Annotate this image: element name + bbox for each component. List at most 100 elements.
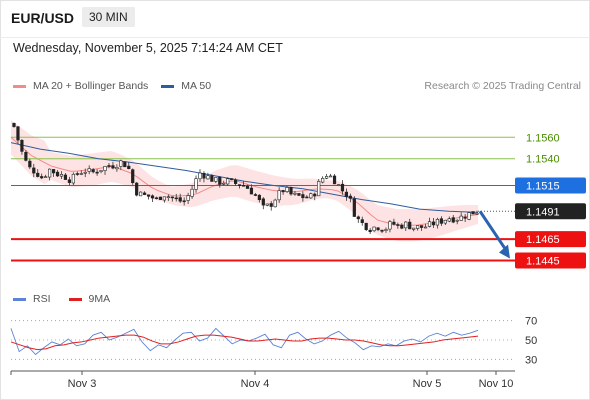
candle-body [419,225,424,228]
candle-body [127,165,131,169]
candle-body [467,212,471,220]
candle-body [162,196,166,201]
candle-body [427,221,432,227]
level-label-box-1.1491 [515,203,586,220]
ma50-line [10,142,479,213]
rsi-tick-50: 50 [525,335,537,347]
candle-body [103,166,107,171]
candle-body [317,181,321,197]
candle-body [234,179,238,184]
candle-body [400,224,404,229]
ma50-swatch [161,84,175,88]
candle-body [218,176,222,185]
candle-body [123,161,127,168]
candle-body [20,139,24,152]
level-label-1.1560: 1.1560 [526,132,560,144]
candle-body [265,203,269,206]
research-credit: Research © 2025 Trading Central [424,80,581,92]
candle-body [412,227,416,230]
candle-body [83,171,87,174]
candle-body [249,187,254,195]
candle-body [158,196,163,200]
candle-body [115,167,119,170]
candle-body [301,194,305,199]
candle-body [214,177,218,182]
candle-body [36,172,40,177]
candle-body [380,229,384,232]
candle-body [87,168,91,172]
candle-body [285,187,289,192]
candle-body [245,186,250,189]
forecast-arrow-head [499,244,510,259]
candle-body [471,211,475,215]
candle-body [174,197,178,200]
candle-body [230,178,234,180]
candle-body [170,196,174,199]
candle-body [154,197,159,200]
candle-body [313,193,317,197]
timeframe-button[interactable]: 30 MIN [82,7,135,27]
ma50-legend-label: MA 50 [181,80,212,92]
rsi-swatch [13,297,26,301]
candle-body [40,176,44,179]
candle-body [328,175,333,178]
candle-body [119,160,123,167]
x-tick-label-Nov-5: Nov 5 [413,378,442,390]
candle-body [439,218,443,224]
candle-body [257,194,261,201]
chart-header [0,0,590,38]
candle-body [281,190,285,193]
candle-body [150,195,155,199]
level-label-box-1.1515 [515,177,586,194]
level-label-1.1445: 1.1445 [526,256,560,268]
candle-body [459,215,463,221]
candle-body [91,169,95,173]
candle-body [408,221,412,230]
candle-body [352,198,356,217]
ma9-legend-label: 9MA [88,293,111,305]
candle-body [321,178,325,183]
candle-body [131,169,135,184]
level-label-box-1.1445 [515,252,586,269]
forecast-arrow-shaft [478,210,509,253]
candle-body [135,182,139,196]
candle-body [241,184,246,187]
candle-body [431,221,436,226]
candle-body [44,176,48,178]
rsi-tick-70: 70 [525,316,537,328]
candle-body [48,168,52,178]
candle-body [206,175,210,180]
rsi-line [10,327,479,356]
candle-body [404,221,408,229]
level-label-1.1491: 1.1491 [526,206,560,218]
candle-body [75,173,79,175]
candle-body [107,165,111,167]
x-tick-label-Nov-4: Nov 4 [241,378,270,390]
candle-body [182,200,186,203]
candle-body [51,169,56,174]
candle-body [348,195,352,199]
candle-body [166,196,170,199]
candle-body [95,171,99,174]
candle-body [277,190,281,201]
candle-body [447,218,451,222]
candle-body [28,160,32,168]
x-tick-label-Nov-10: Nov 10 [479,378,514,390]
candle-body [360,219,364,223]
candle-body [237,184,242,186]
candle-body [396,224,400,226]
candle-body [16,126,20,141]
candle-body [388,221,392,230]
candle-body [463,216,467,219]
candle-body [423,226,428,229]
candle-body [59,174,64,177]
candle-body [186,195,190,201]
candle-body [344,191,349,197]
candle-body [325,176,329,179]
candle-body [384,229,388,231]
ma20-bollinger-swatch [13,84,26,88]
candle-body [293,192,297,195]
level-label-1.1540: 1.1540 [526,154,560,166]
datetime-label: Wednesday, November 5, 2025 7:14:24 AM C… [13,41,283,55]
